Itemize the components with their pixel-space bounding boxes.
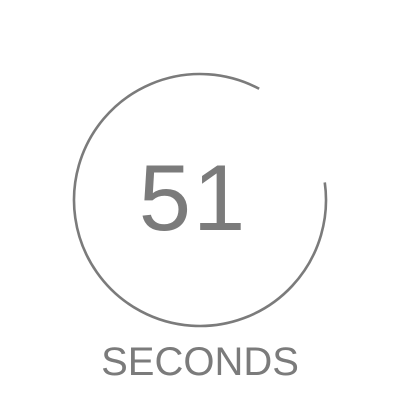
progress-arc [72, 72, 328, 328]
seconds-remaining: 51 [138, 145, 248, 250]
seconds-label: SECONDS [101, 340, 299, 384]
